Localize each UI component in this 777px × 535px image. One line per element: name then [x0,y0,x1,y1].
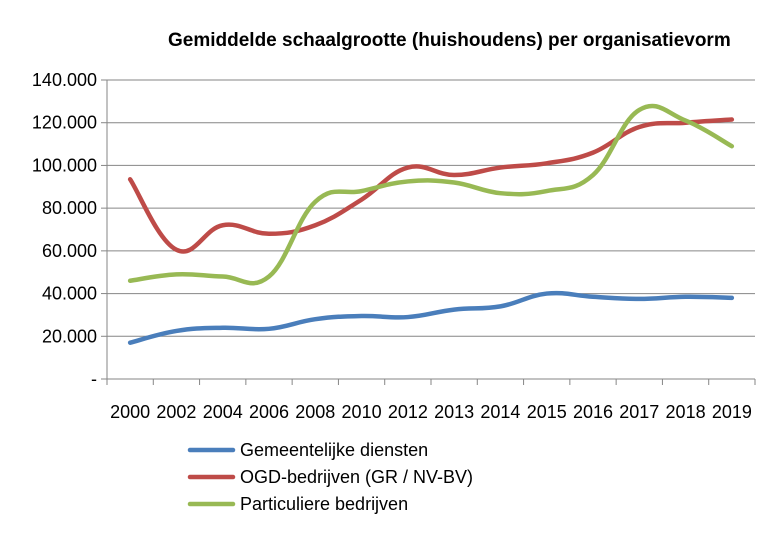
x-tick-label: 2016 [573,402,613,422]
legend-label: Gemeentelijke diensten [240,440,428,460]
x-tick-label: 2006 [249,402,289,422]
x-tick-label: 2017 [619,402,659,422]
legend-label: Particuliere bedrijven [240,494,408,514]
y-tick-label: 100.000 [32,155,97,175]
series-line-ogd-bedrijven-gr-nv-bv [127,117,735,254]
y-tick-label: 140.000 [32,70,97,90]
x-tick-label: 2015 [527,402,567,422]
series-lines [127,103,735,345]
y-tick-label: - [91,369,97,389]
x-tick-label: 2002 [156,402,196,422]
y-axis: - 20.000 40.000 60.000 80.000 100.000 120.000 1… [32,70,108,389]
y-tick-label: 80.000 [42,198,97,218]
y-tick-label: 120.000 [32,113,97,133]
legend-label: OGD-bedrijven (GR / NV-BV) [240,467,473,487]
y-tick-label: 20.000 [42,326,97,346]
x-tick-label: 2014 [480,402,520,422]
x-tick-label: 2010 [342,402,382,422]
x-axis: 2000 2002 2004 2006 2008 2010 2012 2013 2014 2015… [106,378,756,422]
series-line-gemeentelijke-diensten [127,290,735,345]
series-line-particuliere-bedrijven [127,103,735,286]
legend: Gemeentelijke diensten OGD-bedrijven (GR … [187,440,473,514]
x-tick-label: 2019 [712,402,752,422]
x-tick-label: 2004 [203,402,243,422]
x-tick-label: 2013 [434,402,474,422]
y-tick-label: 60.000 [42,241,97,261]
x-tick-label: 2008 [295,402,335,422]
x-tick-label: 2012 [388,402,428,422]
y-tick-label: 40.000 [42,284,97,304]
x-tick-label: 2000 [110,402,150,422]
x-tick-label: 2018 [666,402,706,422]
chart-title: Gemiddelde schaalgrootte (huishoudens) p… [168,30,731,51]
grid-lines [107,79,755,337]
